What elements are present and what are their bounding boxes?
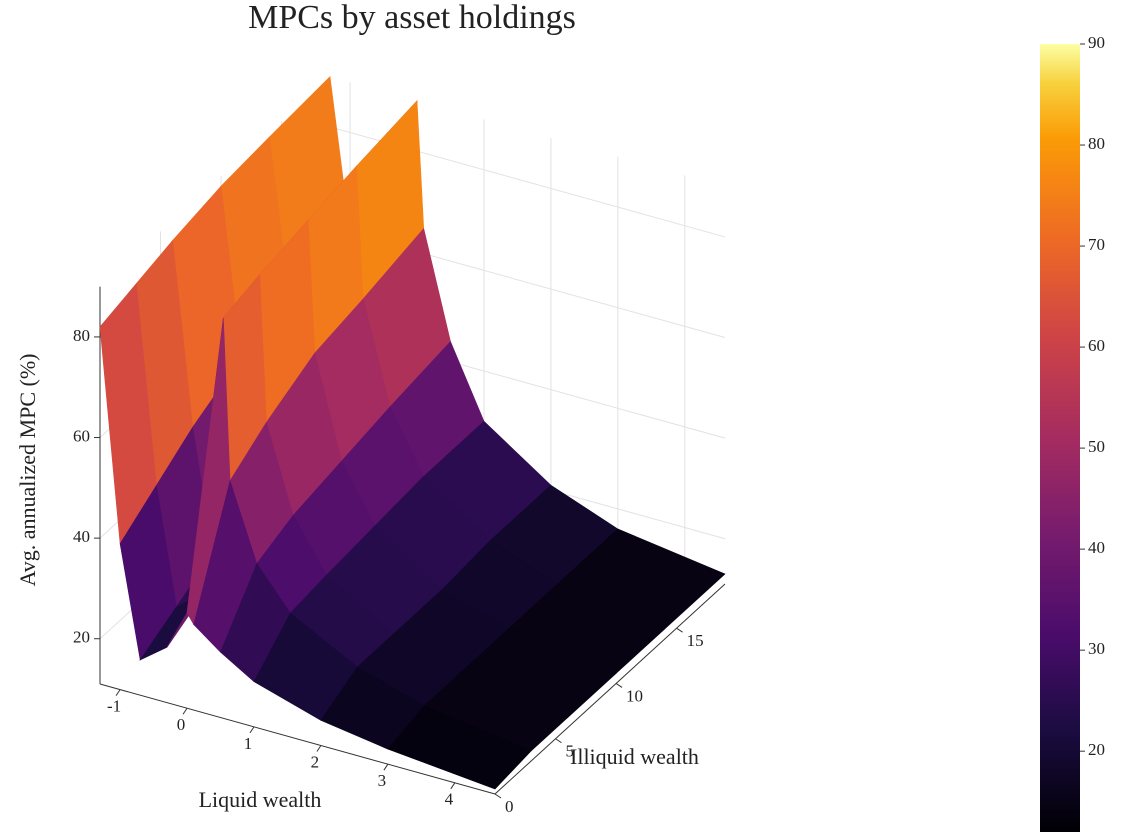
y-tick — [494, 793, 502, 799]
colorbar-tick-label: 90 — [1088, 33, 1105, 52]
colorbar — [1040, 44, 1080, 832]
y-axis-label: Illiquid wealth — [570, 744, 699, 769]
x-tick — [249, 726, 255, 734]
colorbar-tick-label: 80 — [1088, 134, 1105, 153]
z-tick-label: 40 — [73, 527, 90, 546]
y-tick — [555, 738, 562, 744]
colorbar-tick-label: 50 — [1088, 437, 1105, 456]
x-tick-label: 0 — [177, 715, 186, 734]
x-tick — [450, 782, 456, 790]
z-tick-label: 80 — [73, 326, 90, 345]
y-tick-label: 15 — [687, 631, 704, 650]
x-tick — [316, 745, 322, 752]
x-axis — [99, 683, 496, 795]
z-axis-label: Avg. annualized MPC (%) — [15, 354, 40, 587]
colorbar-tick-label: 70 — [1088, 235, 1105, 254]
y-tick — [615, 683, 623, 688]
x-tick — [383, 763, 389, 771]
z-tick-label: 20 — [73, 628, 90, 647]
x-tick-label: 2 — [311, 752, 320, 771]
chart-title: MPCs by asset holdings — [248, 0, 576, 36]
colorbar-tick-label: 40 — [1088, 538, 1105, 557]
x-tick-label: -1 — [107, 696, 121, 715]
y-tick-label: 0 — [505, 797, 514, 816]
colorbar-tick-label: 20 — [1088, 740, 1105, 759]
x-tick-label: 4 — [445, 790, 454, 809]
y-tick-label: 5 — [566, 742, 575, 761]
y-tick-label: 10 — [626, 686, 643, 705]
x-axis-label: Liquid wealth — [199, 787, 322, 812]
y-tick — [676, 627, 683, 633]
x-tick — [182, 707, 188, 715]
x-tick-label: 3 — [378, 771, 387, 790]
x-tick — [115, 689, 121, 696]
surface-patch — [387, 705, 532, 790]
colorbar-tick-label: 30 — [1088, 639, 1105, 658]
z-tick-label: 60 — [73, 426, 90, 445]
y-axis — [494, 583, 726, 795]
x-tick-label: 1 — [244, 734, 253, 753]
colorbar-tick-label: 60 — [1088, 336, 1105, 355]
